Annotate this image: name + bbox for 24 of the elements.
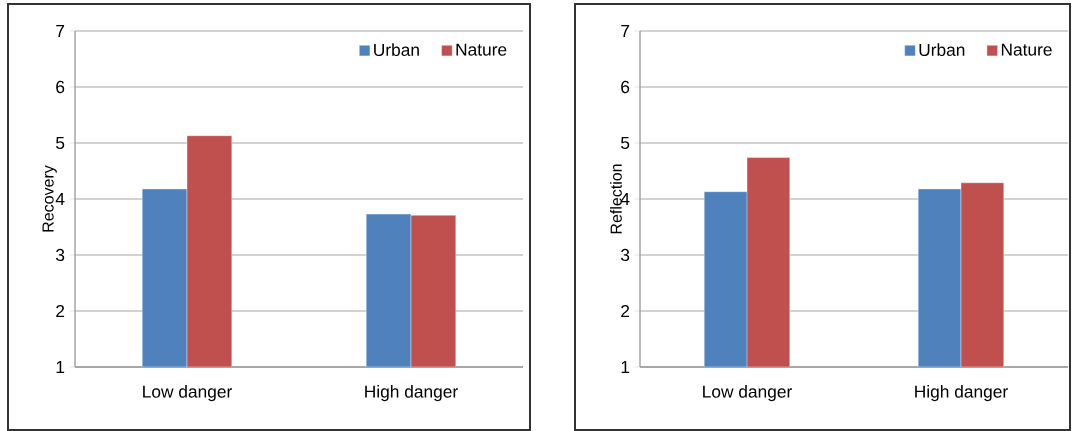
legend-label: Nature (1001, 43, 1052, 56)
y-tick-label: 3 (620, 248, 630, 262)
legend-label: Urban (919, 43, 965, 57)
y-tick-label: 4 (620, 193, 630, 205)
legend-label: Nature (456, 43, 507, 56)
y-axis-title: Reflection (610, 164, 622, 234)
y-tick-label: 5 (621, 136, 630, 150)
x-tick-label: High danger (915, 385, 1008, 402)
y-tick-label: 5 (56, 136, 65, 150)
y-tick-label: 1 (56, 361, 65, 373)
y-tick-label: 4 (55, 193, 65, 205)
y-tick-label: 6 (56, 80, 65, 94)
x-tick-label: Low danger (143, 385, 232, 402)
x-tick-label: High danger (365, 385, 458, 402)
y-tick-label: 7 (621, 25, 630, 37)
y-tick-label: 7 (56, 25, 65, 37)
y-axis-title: Recovery (42, 165, 57, 232)
x-tick-label: Low danger (703, 385, 792, 402)
y-tick-label: 6 (621, 80, 630, 94)
legend-label: Urban (374, 43, 419, 57)
y-tick-label: 3 (55, 248, 65, 262)
y-tick-label: 2 (621, 304, 630, 318)
y-tick-label: 1 (621, 361, 630, 373)
y-tick-label: 2 (56, 304, 65, 318)
